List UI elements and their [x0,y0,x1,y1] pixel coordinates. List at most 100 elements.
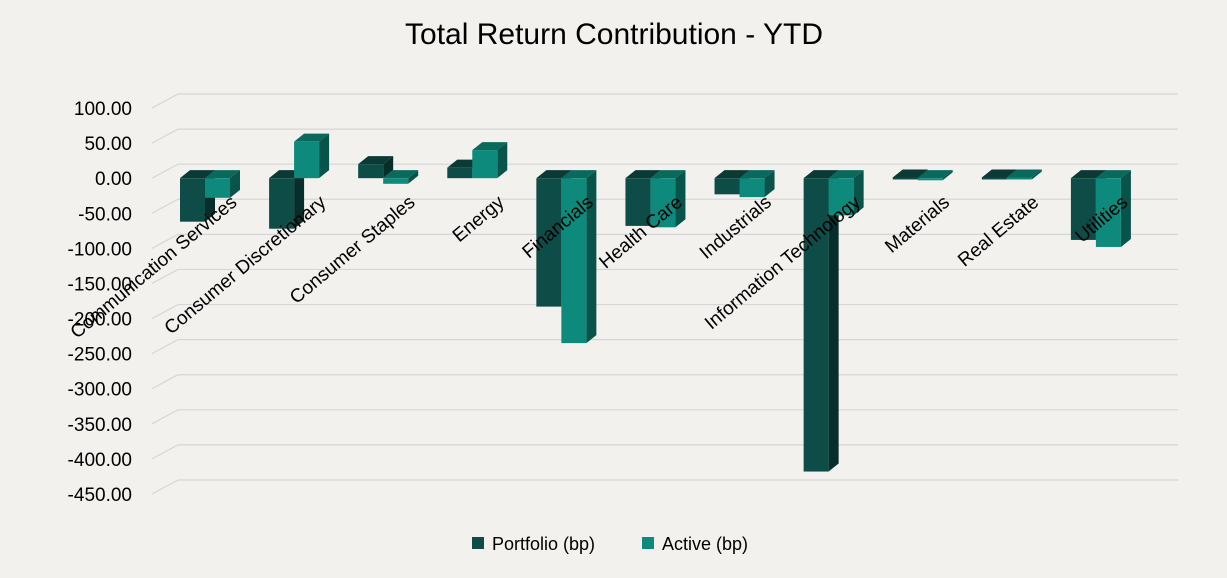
legend-label: Active (bp) [662,534,748,554]
bar-top-face [1070,170,1106,179]
bar [383,170,419,184]
chart-title: Total Return Contribution - YTD [405,18,823,51]
bar-side-face [586,170,597,344]
bar-front-face [180,178,205,222]
bar-side-face [942,170,953,181]
bar-side-face [764,170,775,198]
gridline [151,268,1178,284]
gridline [151,409,1178,425]
bar-front-face [625,178,651,226]
y-tick-label: -150.00 [68,274,132,295]
bar-top-face [917,170,953,179]
bar [180,170,215,222]
bar-top-face [1006,169,1042,178]
y-tick-label: -200.00 [68,310,132,331]
bar-front-face [472,150,498,179]
bar-front-face [536,178,562,307]
legend-swatch [472,537,484,549]
bar [1006,169,1042,180]
bar-top-face [714,170,750,179]
y-tick-label: -350.00 [68,415,132,436]
gridline [151,479,1178,495]
bar-side-face [853,170,864,216]
y-tick-label: -50.00 [78,204,132,225]
bar-top-face [383,170,419,179]
gridline [151,303,1178,320]
gridlines [151,93,1178,495]
bar [205,170,240,198]
bar-front-face [383,178,409,184]
bar-top-face [981,169,1017,178]
bar-top-face [1095,170,1131,179]
bar [917,170,953,181]
bar-top-face [561,170,597,179]
bar-front-face [650,178,676,228]
bar-front-face [447,167,473,179]
bar-side-face [1120,170,1131,247]
bar-front-face [1006,177,1032,180]
bar-top-face [180,170,215,179]
bar-top-face [803,170,839,179]
bar-top-face [536,170,572,179]
bar [803,170,839,472]
bar-top-face [828,170,864,179]
bar [739,170,775,198]
bar-front-face [1095,178,1121,247]
legend-label: Portfolio (bp) [492,534,595,554]
bar-side-face [675,170,686,228]
gridline [151,233,1178,249]
bar-front-face [981,177,1007,180]
bars [180,133,1131,472]
y-tick-label: -250.00 [68,345,132,366]
bar [828,170,864,216]
y-tick-label: -300.00 [68,380,132,401]
bar-top-face [650,170,686,179]
y-tick-label: -450.00 [68,485,132,506]
bar [294,133,330,179]
bar-top-face [739,170,775,179]
legend: Portfolio (bp) Active (bp) [472,534,748,554]
gridline [151,374,1178,390]
bar-top-face [205,170,240,179]
bar-top-face [294,133,330,142]
bar-front-face [358,164,384,179]
bar-side-face [319,133,330,179]
y-tick-label: -400.00 [68,450,132,471]
gridline [151,339,1178,355]
bar-front-face [561,178,587,344]
bar-side-face [383,156,394,179]
gridline [151,128,1178,144]
bar-front-face [739,178,765,198]
bar-side-face [1031,169,1042,180]
bar-side-face [230,170,240,198]
category-label: Industrials [696,192,776,264]
bar-top-face [358,156,394,165]
bar [561,170,597,344]
y-tick-label: 0.00 [95,169,132,190]
gridline [151,163,1178,179]
bar-front-face [917,178,943,181]
bar-front-face [269,178,295,229]
bar-front-face [1070,178,1096,240]
category-label: Information Technology [701,192,865,334]
y-axis-ticks: 100.00 50.00 0.00 -50.00 -100.00 -150.00 -200.… [68,99,132,506]
bar [358,156,394,179]
bar-front-face [803,178,829,472]
bar-side-face [497,142,508,179]
y-tick-label: 50.00 [84,134,132,155]
bar-front-face [205,178,230,198]
bar-front-face [892,177,918,180]
bar-front-face [294,141,320,179]
bar-side-face [294,170,305,229]
y-tick-label: -100.00 [68,239,132,260]
bar [472,142,508,179]
bar-top-face [472,142,508,151]
legend-swatch [642,537,654,549]
gridline [151,444,1178,460]
bar [650,170,686,228]
bar-top-face [892,169,928,178]
y-tick-label: 100.00 [74,99,132,120]
